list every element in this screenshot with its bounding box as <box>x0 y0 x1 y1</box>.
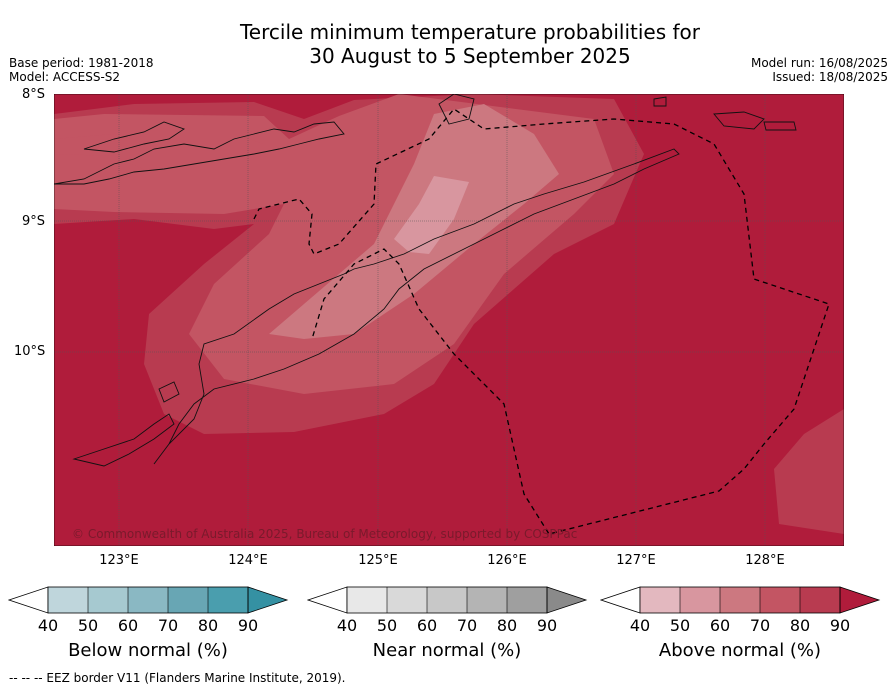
cbar-above-seg-1 <box>640 587 680 613</box>
lon-label-126: 126°E <box>487 553 527 568</box>
cbar-near-tick: 80 <box>496 616 518 635</box>
lon-label-125: 125°E <box>358 553 398 568</box>
north-islands <box>54 121 345 185</box>
eez-border <box>253 108 830 535</box>
issued-date: Issued: 18/08/2025 <box>772 70 888 84</box>
cbar-near-seg-2 <box>387 587 427 613</box>
cbar-below-seg-4 <box>168 587 208 613</box>
cbar-above-tick: 50 <box>669 616 691 635</box>
cbar-below-tick: 50 <box>77 616 99 635</box>
cbar-near-tick: 50 <box>376 616 398 635</box>
cbar-near-seg-5 <box>507 587 547 613</box>
cbar-below-seg-1 <box>48 587 88 613</box>
timor-island <box>153 148 680 465</box>
north-island-2 <box>83 121 186 153</box>
cbar-above-tick: 40 <box>629 616 651 635</box>
lon-label-123: 123°E <box>99 553 139 568</box>
east-island-small <box>653 96 667 107</box>
cbar-above-arrow-right <box>839 586 881 614</box>
cbar-above-seg-2 <box>680 587 720 613</box>
east-islands-2 <box>763 121 797 131</box>
colorbar-near <box>307 586 588 614</box>
cbar-near-tick: 60 <box>416 616 438 635</box>
cbar-near-seg-4 <box>467 587 507 613</box>
cbar-near-arrow-right <box>546 586 588 614</box>
lon-label-124: 124°E <box>228 553 268 568</box>
cbar-above-seg-3 <box>720 587 760 613</box>
title-line-1: Tercile minimum temperature probabilitie… <box>239 20 701 44</box>
cbar-near-tick: 90 <box>536 616 558 635</box>
cbar-above-tick: 60 <box>709 616 731 635</box>
cbar-below-tick: 80 <box>197 616 219 635</box>
cbar-below-tick: 40 <box>37 616 59 635</box>
east-islands-1 <box>713 111 765 130</box>
cbar-above-tick: 70 <box>749 616 771 635</box>
copyright-text: © Commonwealth of Australia 2025, Bureau… <box>72 527 577 541</box>
probability-map: © Commonwealth of Australia 2025, Bureau… <box>54 94 844 546</box>
cbar-below-seg-2 <box>88 587 128 613</box>
rote-island <box>72 413 175 467</box>
cbar-above-tick: 80 <box>789 616 811 635</box>
cbar-below-arrow-right <box>247 586 289 614</box>
zone-50 <box>394 176 469 254</box>
zone-70-ring <box>54 134 264 174</box>
footnote-eez: -- -- -- EEZ border V11 (Flanders Marine… <box>9 671 346 685</box>
lat-label-9s: 9°S <box>22 214 46 229</box>
base-period: Base period: 1981-2018 <box>9 56 154 70</box>
cbar-below-tick: 70 <box>157 616 179 635</box>
gridlines <box>54 94 844 546</box>
meta-left: Base period: 1981-2018 Model: ACCESS-S2 <box>9 56 154 84</box>
cbar-above-label: Above normal (%) <box>658 640 822 661</box>
cbar-below-seg-3 <box>128 587 168 613</box>
cbar-near-seg-3 <box>427 587 467 613</box>
model-run: Model run: 16/08/2025 <box>750 56 888 70</box>
cbar-below-tick: 60 <box>117 616 139 635</box>
lon-label-128: 128°E <box>745 553 785 568</box>
cbar-above-seg-5 <box>800 587 840 613</box>
colorbar-below <box>8 586 289 614</box>
cbar-above-tick: 90 <box>829 616 851 635</box>
cbar-near-tick: 70 <box>456 616 478 635</box>
cbar-near-seg-1 <box>347 587 387 613</box>
cbar-near-tick: 40 <box>336 616 358 635</box>
cbar-near-arrow-left <box>307 586 348 614</box>
zone-80-se <box>774 409 844 534</box>
wetar-island <box>438 94 475 125</box>
cbar-below-tick: 90 <box>237 616 259 635</box>
lat-label-10s: 10°S <box>14 344 46 359</box>
cbar-below-label: Below normal (%) <box>68 640 228 661</box>
chart-title: Tercile minimum temperature probabilitie… <box>0 20 896 68</box>
colorbar-above <box>600 586 881 614</box>
semau-island <box>158 381 180 403</box>
cbar-near-label: Near normal (%) <box>372 640 522 661</box>
lon-label-127: 127°E <box>616 553 656 568</box>
lat-label-8s: 8°S <box>22 87 46 102</box>
cbar-above-arrow-left <box>600 586 641 614</box>
coastlines <box>54 94 797 467</box>
cbar-above-seg-4 <box>760 587 800 613</box>
meta-right: Model run: 16/08/2025 Issued: 18/08/2025 <box>751 56 888 84</box>
cbar-below-arrow-left <box>8 586 49 614</box>
model-name: Model: ACCESS-S2 <box>9 70 121 84</box>
title-line-2: 30 August to 5 September 2025 <box>309 44 631 68</box>
cbar-below-seg-5 <box>208 587 248 613</box>
